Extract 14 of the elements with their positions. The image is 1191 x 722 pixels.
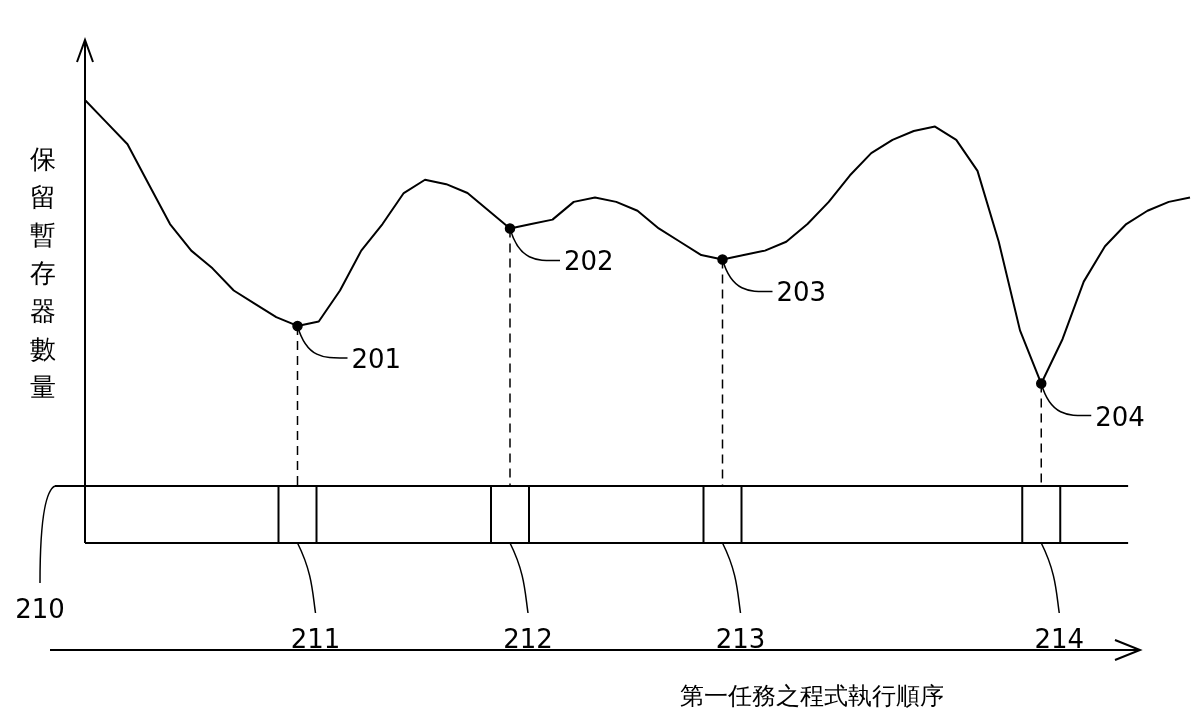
text: 213 (715, 624, 766, 654)
y-axis-title: 保留暫存器數量 (30, 143, 57, 404)
annotation: 202 (564, 246, 614, 277)
text: 210 (15, 594, 65, 624)
point (504, 223, 516, 234)
annotation: 203 (776, 277, 827, 308)
text: 214 (1034, 624, 1085, 654)
point (1036, 378, 1047, 389)
text: 212 (503, 624, 553, 654)
text: 第一任務之程式執行順序 (680, 681, 944, 712)
annotation: 201 (351, 343, 402, 374)
point (717, 254, 728, 265)
annotation: 204 (1095, 401, 1145, 432)
text: 211 (290, 624, 341, 654)
